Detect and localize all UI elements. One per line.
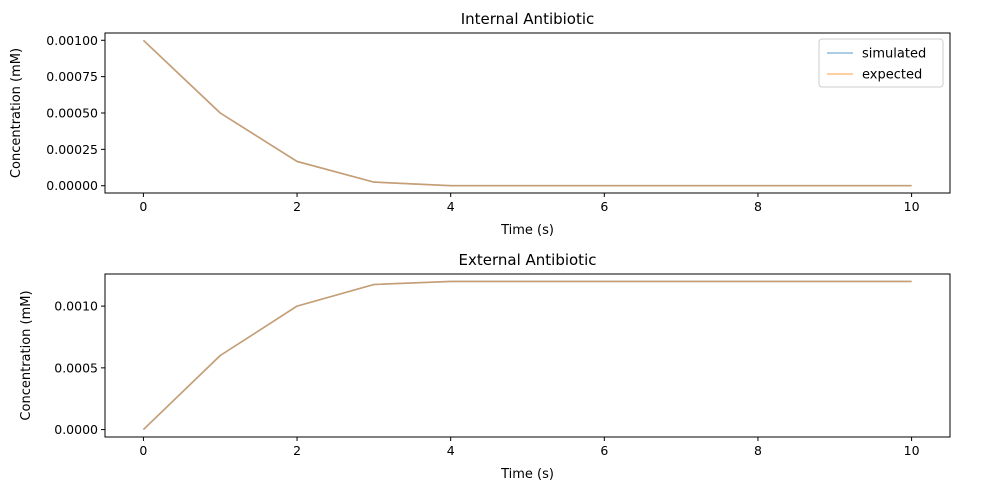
series-line-simulated [142, 280, 912, 431]
y-tick-label: 0.00000 [46, 178, 98, 193]
legend-label-simulated: simulated [862, 47, 926, 62]
y-tick-label: 0.0000 [54, 422, 98, 437]
x-tick-label: 0 [139, 199, 147, 214]
y-axis-label: Concentration (mM) [19, 290, 34, 420]
y-tick-label: 0.0005 [54, 360, 98, 375]
legend: simulated expected [818, 38, 944, 88]
y-tick-label: 0.0010 [54, 299, 98, 314]
legend-box [818, 38, 944, 88]
x-axis-label: Time (s) [500, 223, 554, 238]
x-tick-label: 8 [754, 443, 762, 458]
series-line-expected [142, 280, 912, 431]
x-tick-label: 0 [139, 443, 147, 458]
x-tick-label: 6 [600, 199, 608, 214]
series-line-simulated [142, 39, 912, 187]
y-axis-label: Concentration (mM) [9, 48, 24, 178]
legend-label-expected: expected [862, 68, 922, 83]
x-tick-label: 10 [904, 199, 920, 214]
y-tick-label: 0.00025 [46, 142, 98, 157]
x-tick-label: 10 [904, 443, 920, 458]
x-tick-label: 2 [293, 199, 301, 214]
y-tick-label: 0.00050 [46, 106, 98, 121]
y-tick-label: 0.00075 [46, 69, 98, 84]
x-tick-label: 4 [447, 443, 455, 458]
series-line-expected [142, 39, 912, 187]
axes-frame [104, 273, 951, 438]
chart-title: Internal Antibiotic [461, 10, 595, 28]
x-tick-label: 8 [754, 199, 762, 214]
x-tick-label: 4 [447, 199, 455, 214]
x-tick-label: 6 [600, 443, 608, 458]
subplot-1: Internal Antibiotic 0 2 4 6 8 10 0.00000 0.00025… [9, 10, 951, 238]
x-tick-label: 2 [293, 443, 301, 458]
x-axis-label: Time (s) [500, 467, 554, 482]
chart-title: External Antibiotic [459, 251, 597, 269]
y-tick-label: 0.00100 [46, 33, 98, 48]
subplot-2: External Antibiotic 0 2 4 6 8 10 0.0000 0.0005 0.… [19, 251, 951, 482]
